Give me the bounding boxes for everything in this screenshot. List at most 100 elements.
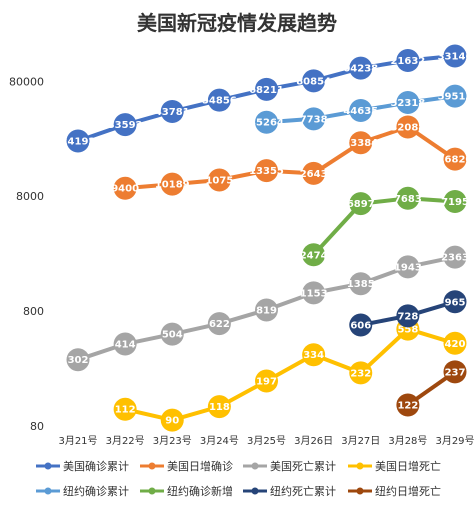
data-point (207, 395, 231, 419)
data-point (113, 332, 137, 356)
data-point (396, 48, 420, 72)
data-point (443, 245, 467, 269)
series-group: 24192 33592 43781 54856 68211 80854 04238 21632… (61, 44, 473, 153)
data-label: 80854 (296, 76, 331, 87)
data-point (113, 113, 137, 137)
legend-label: 美国日增确诊 (167, 459, 233, 473)
data-point (396, 393, 420, 417)
data-point (349, 98, 373, 122)
data-point (396, 304, 420, 328)
y-axis: 80 800 8000 80000 (9, 75, 44, 433)
data-label: 7683 (394, 194, 422, 205)
data-label: 965 (445, 297, 466, 308)
data-label: 33146 (438, 51, 473, 62)
data-point (396, 186, 420, 210)
data-label: 1153 (300, 288, 328, 299)
legend-item: 纽约确诊新增 (140, 484, 233, 498)
data-point (302, 243, 326, 267)
data-label: 237 (445, 367, 466, 378)
data-point (349, 192, 373, 216)
data-point (255, 159, 278, 183)
data-label: 24192 (61, 137, 96, 148)
data-label: 414 (115, 339, 136, 350)
data-point (396, 91, 420, 115)
legend-item: 美国死亡累计 (243, 459, 336, 473)
data-label: 21632 (390, 56, 425, 67)
legend-swatch-marker (356, 462, 364, 470)
data-point (349, 56, 373, 80)
data-label: 622 (209, 319, 230, 330)
legend-item: 美国日增死亡 (348, 459, 441, 473)
data-label: 118 (209, 402, 230, 413)
series-group: 9400 10189 1075 13355 2643 23384 32088 16820 (111, 115, 472, 200)
chart-title: 美国新冠疫情发展趋势 (137, 11, 337, 35)
data-point (443, 331, 467, 355)
legend-swatch-marker (44, 462, 52, 470)
legend-swatch-marker (44, 487, 52, 495)
data-point (443, 44, 467, 68)
y-tick-label: 8000 (16, 190, 44, 203)
x-tick-label: 3月22号 (106, 435, 145, 447)
x-tick-label: 3月28号 (388, 435, 427, 447)
y-tick-label: 80000 (9, 75, 44, 88)
data-point (302, 161, 326, 185)
data-point (443, 360, 467, 384)
data-label: 819 (256, 305, 277, 316)
data-label: 112 (115, 405, 136, 416)
data-label: 52318 (390, 98, 425, 109)
data-point (302, 343, 326, 367)
data-label: 334 (303, 350, 324, 361)
data-label: 1385 (347, 279, 375, 290)
x-tick-label: 3月25号 (247, 435, 286, 447)
legend-label: 纽约日增死亡 (375, 484, 441, 498)
data-point (349, 272, 373, 296)
data-point (255, 110, 278, 134)
legend-swatch-marker (251, 462, 259, 470)
x-tick-label: 3月27日 (341, 435, 380, 447)
data-label: 558 (397, 325, 418, 336)
data-point (302, 107, 326, 131)
data-label: 197 (256, 377, 277, 388)
x-tick-label: 3月21号 (58, 435, 97, 447)
data-point (443, 190, 467, 214)
data-point (255, 77, 278, 101)
legend-label: 纽约确诊新增 (167, 484, 233, 498)
x-tick-label: 3月23号 (153, 435, 192, 447)
x-tick-label: 3月29号 (435, 435, 474, 447)
data-point (160, 322, 184, 346)
data-label: 9400 (111, 184, 139, 195)
legend-item: 美国日增确诊 (140, 459, 233, 473)
data-label: 232 (350, 368, 371, 379)
data-label: 44635 (343, 106, 378, 117)
data-label: 606 (350, 320, 371, 331)
data-point (160, 172, 184, 196)
data-label: 59513 (438, 92, 473, 103)
x-axis: 3月21号 3月22号 3月23号 3月24号 3月25号 3月26日 3月27日 3月28号… (58, 435, 474, 447)
data-label: 420 (445, 339, 466, 350)
y-tick-label: 800 (23, 305, 44, 318)
data-point (349, 131, 373, 155)
data-point (443, 147, 467, 171)
data-label: 90 (165, 416, 179, 427)
data-point (349, 313, 373, 337)
legend-label: 美国死亡累计 (270, 459, 336, 473)
data-point (66, 348, 90, 372)
legend-label: 美国确诊累计 (63, 459, 129, 473)
data-label: 10189 (155, 180, 190, 191)
data-label: 33592 (108, 120, 143, 131)
data-label: 302 (68, 355, 89, 366)
series-group: 122 237 (396, 360, 467, 417)
data-point (66, 129, 90, 153)
data-label: 122 (397, 400, 418, 411)
data-point (207, 312, 231, 336)
data-point (113, 176, 137, 200)
legend-item: 美国确诊累计 (36, 459, 129, 473)
data-label: 2363 (441, 253, 469, 264)
legend-label: 纽约死亡累计 (270, 484, 336, 498)
data-point (207, 168, 231, 192)
series-group: 2474 6897 7683 7195 (300, 186, 469, 267)
data-label: 68211 (249, 85, 284, 96)
